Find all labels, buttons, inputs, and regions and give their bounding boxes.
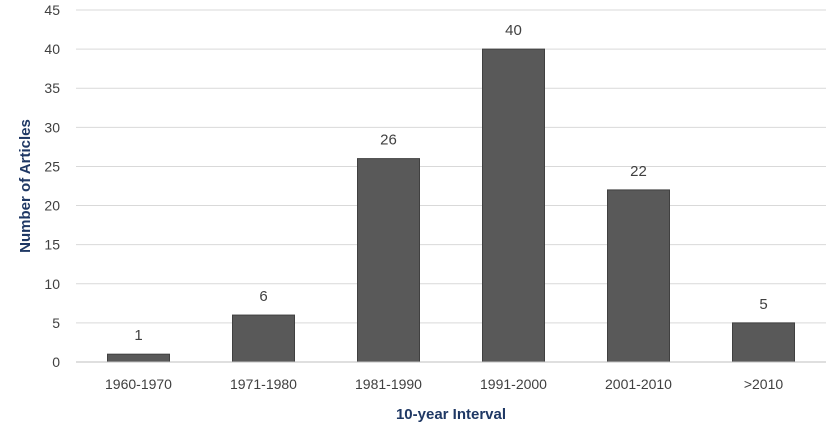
x-tick-label: 1971-1980 — [230, 376, 297, 392]
y-tick-label: 40 — [44, 41, 60, 57]
bar — [357, 158, 420, 363]
bar — [107, 353, 170, 363]
data-label: 1 — [134, 327, 142, 344]
bar — [732, 322, 795, 363]
y-tick-label: 35 — [44, 80, 60, 96]
bars — [107, 48, 795, 363]
bar — [232, 314, 295, 363]
y-tick-label: 0 — [52, 354, 60, 370]
x-tick-label: 1991-2000 — [480, 376, 547, 392]
y-tick-label: 15 — [44, 237, 60, 253]
data-label: 5 — [759, 296, 767, 313]
y-tick-label: 25 — [44, 158, 60, 174]
x-tick-label: 1981-1990 — [355, 376, 422, 392]
x-axis-title: 10-year Interval — [396, 406, 506, 423]
y-tick-label: 10 — [44, 276, 60, 292]
data-label: 22 — [630, 163, 647, 180]
data-label: 26 — [380, 132, 397, 149]
x-tick-label: 2001-2010 — [605, 376, 672, 392]
y-tick-label: 5 — [52, 315, 60, 331]
y-axis-title: Number of Articles — [17, 119, 34, 253]
gridlines — [76, 9, 826, 324]
data-label: 40 — [505, 22, 522, 39]
bar — [482, 48, 545, 363]
x-tick-label: 1960-1970 — [105, 376, 172, 392]
y-tick-label: 20 — [44, 198, 60, 214]
bar — [607, 189, 670, 363]
y-tick-label: 30 — [44, 119, 60, 135]
labels: 0 5 10 15 20 25 30 35 40 45 1 1960-1970 6 1971-1980 26… — [44, 2, 783, 392]
x-tick-label: >2010 — [744, 376, 784, 392]
y-tick-label: 45 — [44, 2, 60, 18]
data-label: 6 — [259, 288, 267, 305]
